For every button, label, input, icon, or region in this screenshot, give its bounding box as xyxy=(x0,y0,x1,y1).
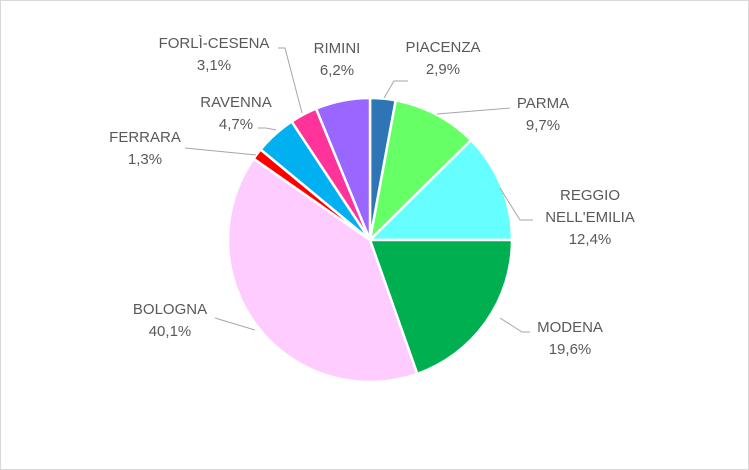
pie-slice-reggio-nell-emilia xyxy=(368,138,514,242)
data-label: FORLÌ-CESENA 3,1% xyxy=(159,35,270,74)
pie-slice-bologna xyxy=(226,157,419,384)
data-label: RAVENNA 4,7% xyxy=(200,94,271,133)
data-label: MODENA 19,6% xyxy=(537,319,603,358)
pie-slice-rimini xyxy=(314,96,372,242)
leader-line xyxy=(184,147,257,156)
data-label: RIMINI 6,2% xyxy=(314,40,361,79)
data-label: PARMA 9,7% xyxy=(517,95,569,134)
pie-slice-parma xyxy=(368,99,473,242)
leader-line xyxy=(258,127,277,131)
data-label: BOLOGNA 40,1% xyxy=(133,301,207,340)
data-labels: PIACENZA 2,9% PARMA 9,7% REGGIO NELL'EMILIA 12… xyxy=(109,35,635,358)
leader-line xyxy=(278,47,303,114)
leader-lines xyxy=(184,47,533,333)
pie-slices xyxy=(226,96,514,384)
leader-line xyxy=(499,317,530,333)
data-label: PIACENZA 2,9% xyxy=(405,39,480,78)
data-label: FERRARA 1,3% xyxy=(109,129,181,168)
leader-line xyxy=(214,317,256,331)
leader-line xyxy=(499,187,533,221)
leader-line xyxy=(383,80,408,99)
data-label: REGGIO NELL'EMILIA 12,4% xyxy=(545,187,635,248)
leader-line xyxy=(436,107,511,115)
